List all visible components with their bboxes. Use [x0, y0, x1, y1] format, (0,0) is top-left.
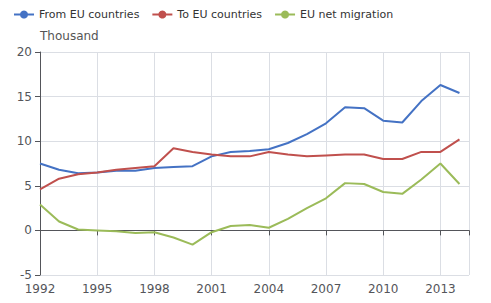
svg-text:0: 0 — [24, 223, 32, 237]
svg-text:1998: 1998 — [139, 282, 170, 296]
svg-text:-5: -5 — [20, 268, 32, 282]
svg-text:2007: 2007 — [311, 282, 342, 296]
svg-text:2013: 2013 — [425, 282, 456, 296]
svg-text:Thousand: Thousand — [39, 29, 99, 43]
svg-text:2001: 2001 — [196, 282, 227, 296]
svg-text:10: 10 — [17, 134, 32, 148]
svg-text:5: 5 — [24, 179, 32, 193]
svg-text:2010: 2010 — [368, 282, 399, 296]
svg-text:15: 15 — [17, 90, 32, 104]
svg-text:To EU countries: To EU countries — [176, 8, 262, 21]
svg-text:1992: 1992 — [25, 282, 56, 296]
svg-text:20: 20 — [17, 45, 32, 59]
svg-text:From EU countries: From EU countries — [39, 8, 140, 21]
svg-text:2004: 2004 — [254, 282, 285, 296]
svg-text:EU net migration: EU net migration — [300, 8, 393, 21]
svg-text:1995: 1995 — [82, 282, 113, 296]
